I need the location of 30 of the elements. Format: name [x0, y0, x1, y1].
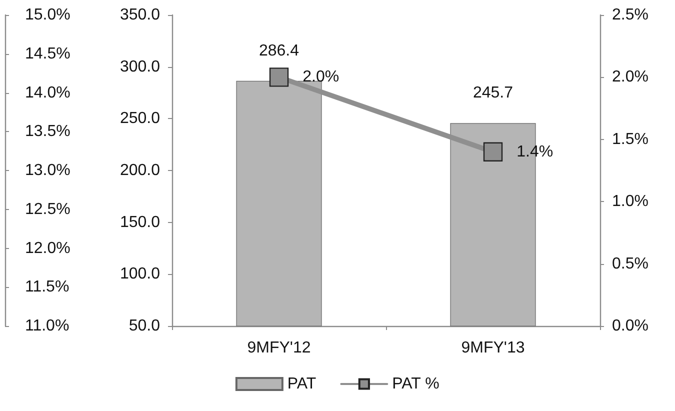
legend-label: PAT % — [392, 376, 440, 392]
y-tick-label: 300.0 — [120, 58, 160, 76]
y-tick-label: 250.0 — [120, 110, 160, 128]
data-label: 286.4 — [258, 42, 300, 60]
y-tick-label: 50.0 — [128, 318, 160, 334]
y-tick-label: 200.0 — [120, 162, 160, 179]
y2-tick-label: 2.0% — [612, 68, 648, 86]
x-tick-label: 9MFY'13 — [461, 340, 525, 356]
data-label: 2.0% — [302, 68, 340, 86]
y3-tick-label: 11.5% — [25, 278, 70, 296]
y-tick-label: 150.0 — [120, 214, 160, 231]
y3-tick-label: 13.5% — [25, 123, 70, 140]
y-tick-label: 100.0 — [120, 266, 160, 283]
y3-tick-label: 12.0% — [25, 240, 70, 257]
y2-tick-label: 1.0% — [612, 193, 648, 210]
y2-tick-label: 0.0% — [612, 318, 648, 334]
y-tick-label: 350.0 — [120, 6, 160, 24]
y2-tick-label: 2.5% — [612, 6, 648, 24]
y3-tick-label: 13.0% — [25, 162, 70, 179]
data-label: 1.4% — [516, 143, 554, 160]
y2-tick-label: 0.5% — [612, 255, 648, 272]
y3-tick-label: 15.0% — [25, 6, 70, 24]
data-label: 245.7 — [472, 84, 514, 102]
y2-tick-label: 1.5% — [612, 130, 648, 148]
x-tick-label: 9MFY'12 — [247, 340, 311, 356]
y3-tick-label: 14.5% — [25, 45, 70, 62]
legend-label: PAT — [287, 376, 316, 392]
y3-tick-label: 11.0% — [25, 318, 70, 334]
y3-tick-label: 14.0% — [25, 84, 70, 102]
y3-tick-label: 12.5% — [25, 200, 70, 218]
